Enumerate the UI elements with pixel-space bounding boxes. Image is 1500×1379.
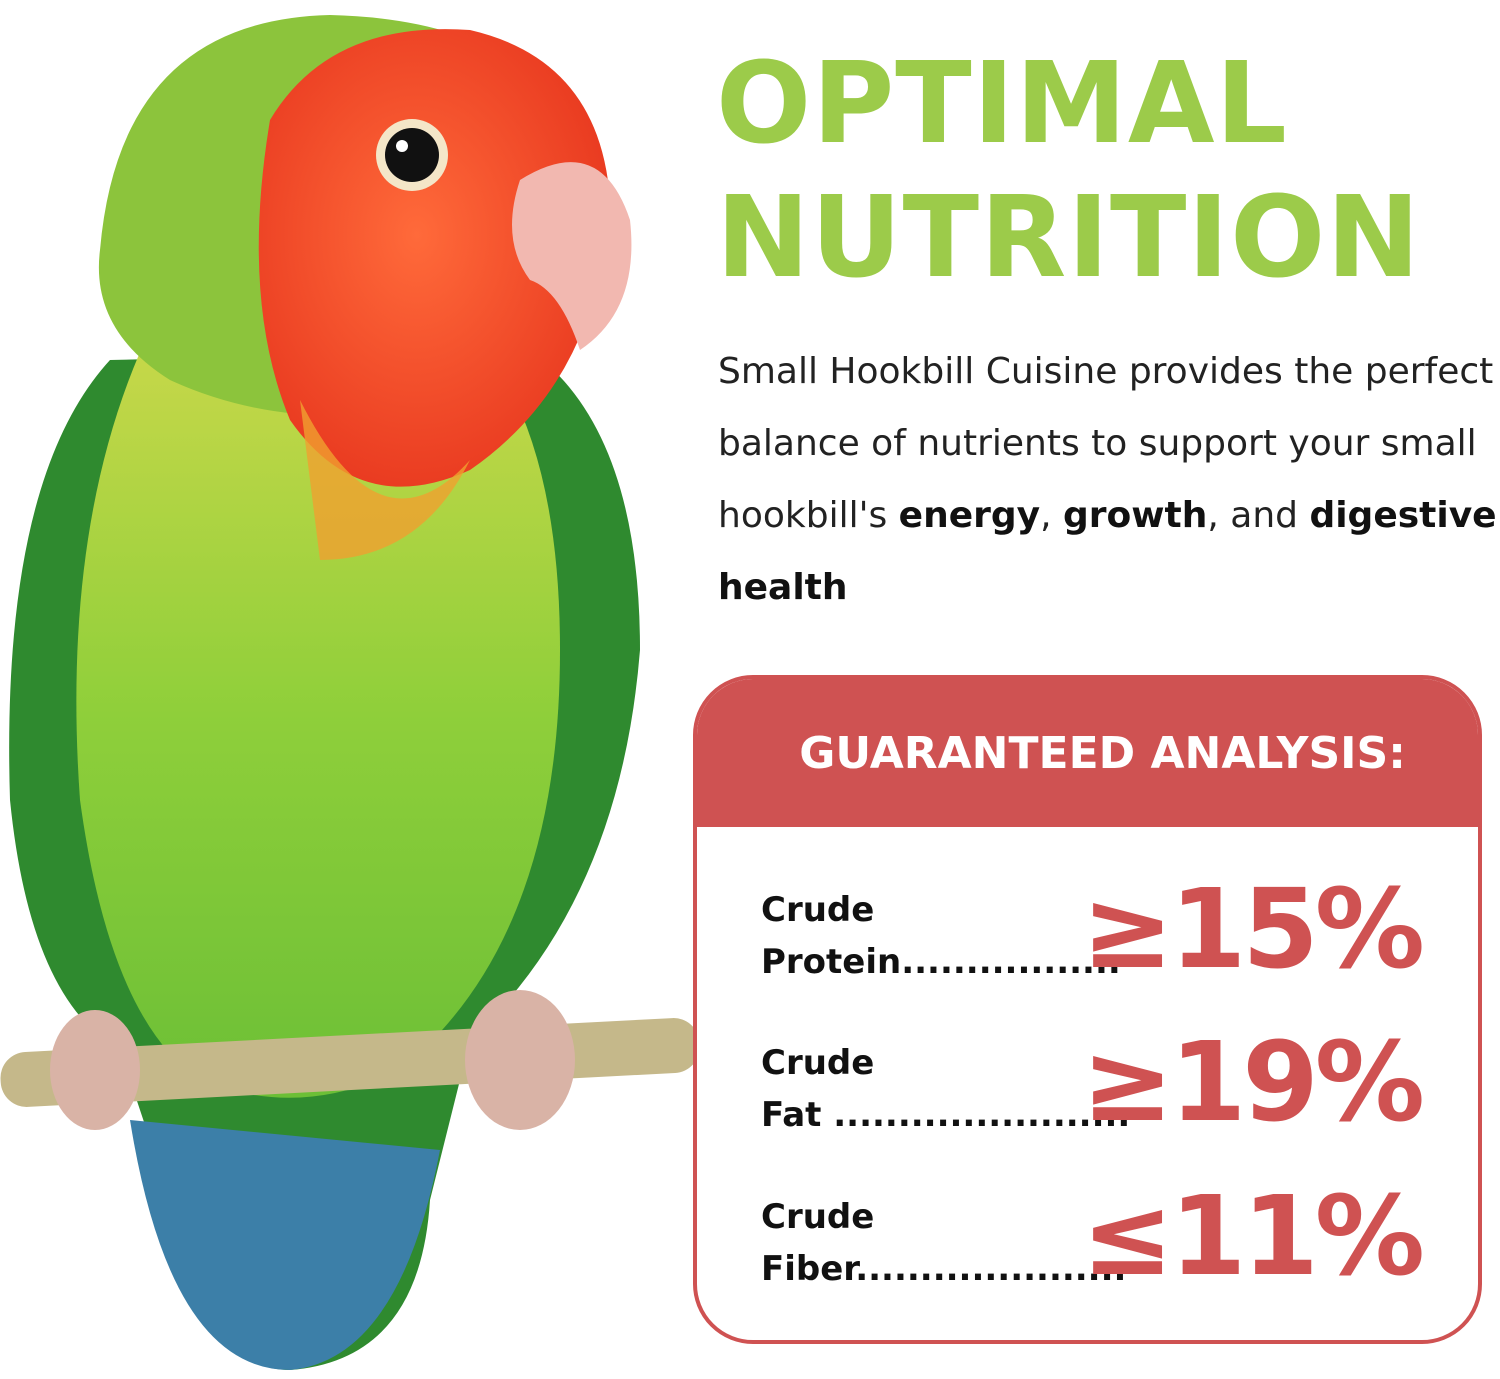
label-line2: Fat ....................... <box>761 1095 1131 1135</box>
separator: , <box>1040 495 1064 536</box>
row-value: ≤11% <box>1081 1172 1425 1300</box>
keyword-growth: growth <box>1063 495 1208 536</box>
description-intro: Small Hookbill Cuisine provides the perf… <box>718 351 1494 536</box>
row-value: ≥19% <box>1081 1018 1425 1146</box>
keyword-digestive-health: digestive health <box>718 495 1497 608</box>
row-label: Crude Fiber..................... <box>761 1191 1126 1295</box>
description: Small Hookbill Cuisine provides the perf… <box>718 336 1500 624</box>
guaranteed-analysis-panel: GUARANTEED ANALYSIS: Crude Protein.......… <box>693 675 1482 1344</box>
label-line2: Protein................. <box>761 942 1121 982</box>
row-label: Crude Fat ....................... <box>761 1037 1130 1141</box>
label-line1: Crude <box>761 1043 875 1083</box>
analysis-row-protein: Crude Protein................. ≥15% <box>761 874 1441 994</box>
lovebird-photo <box>0 15 700 1370</box>
row-value: ≥15% <box>1081 865 1425 993</box>
label-line1: Crude <box>761 1197 875 1237</box>
headline-line2: NUTRITION <box>716 173 1422 303</box>
row-label: Crude Protein................. <box>761 884 1121 988</box>
headline-line1: OPTIMAL <box>716 39 1288 169</box>
keyword-energy: energy <box>898 495 1041 536</box>
analysis-title: GUARANTEED ANALYSIS: <box>697 679 1478 827</box>
label-line2: Fiber..................... <box>761 1249 1127 1289</box>
label-line1: Crude <box>761 890 875 930</box>
analysis-row-fat: Crude Fat ....................... ≥19% <box>761 1027 1441 1147</box>
separator: , and <box>1207 495 1310 536</box>
analysis-row-fiber: Crude Fiber..................... ≤11% <box>761 1181 1441 1301</box>
